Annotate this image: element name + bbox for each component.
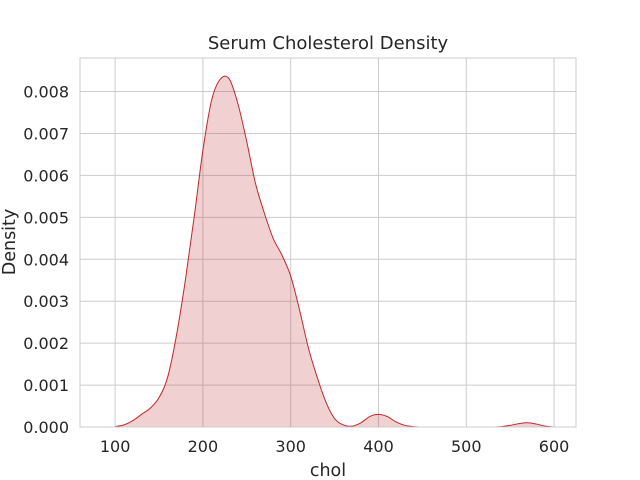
plot-background [80, 58, 576, 427]
x-tick-labels: 100 200 300 400 500 600 [100, 437, 569, 456]
y-tick-label: 0.004 [23, 250, 69, 269]
x-tick-label: 400 [363, 437, 394, 456]
y-tick-labels: 0.000 0.001 0.002 0.003 0.004 0.005 0.006 0.007… [23, 83, 69, 437]
y-tick-label: 0.003 [23, 292, 69, 311]
y-tick-label: 0.006 [23, 166, 69, 185]
grid-lines [80, 58, 576, 428]
x-tick-label: 600 [539, 437, 570, 456]
density-area [115, 76, 555, 428]
y-tick-label: 0.005 [23, 208, 69, 227]
plot-frame [79, 57, 577, 428]
y-axis-title: Density [0, 209, 20, 276]
x-tick-label: 500 [451, 437, 482, 456]
x-tick-label: 200 [188, 437, 219, 456]
y-tick-label: 0.002 [23, 334, 69, 353]
y-tick-label: 0.001 [23, 376, 69, 395]
y-tick-label: 0.007 [23, 124, 69, 143]
x-axis-title: chol [310, 461, 346, 480]
x-tick-label: 100 [100, 437, 131, 456]
y-tick-label: 0.000 [23, 418, 69, 437]
y-tick-label: 0.008 [23, 83, 69, 102]
chart-title: Serum Cholesterol Density [208, 33, 449, 54]
x-tick-label: 300 [275, 437, 306, 456]
